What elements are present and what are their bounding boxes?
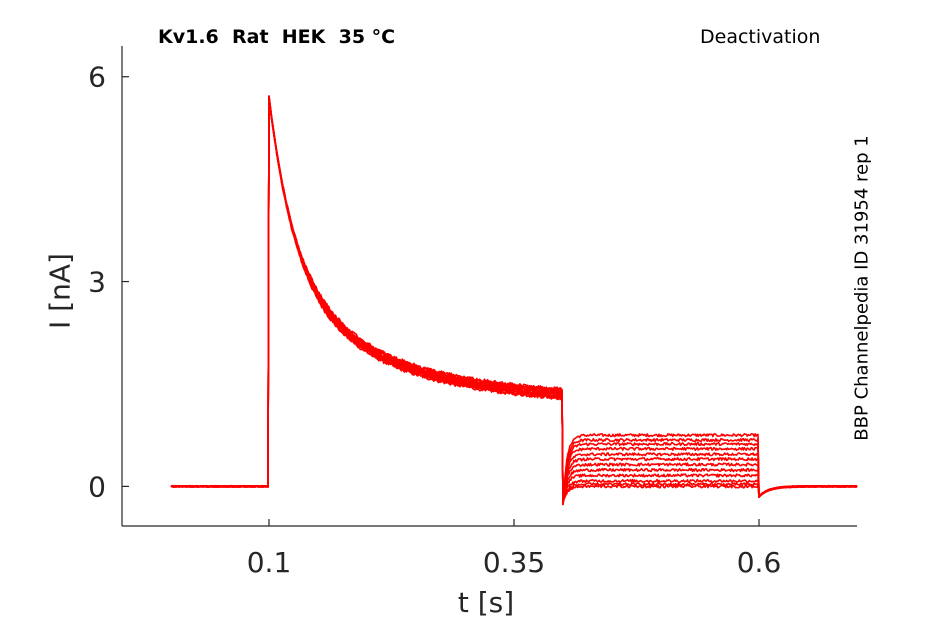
current-trace: [170, 96, 858, 505]
current-trace: [170, 96, 857, 504]
y-tick-label: 3: [88, 266, 106, 299]
current-trace: [170, 95, 858, 505]
y-tick-label: 6: [88, 61, 106, 94]
x-tick-label: 0.1: [247, 546, 292, 579]
current-trace: [170, 95, 858, 504]
axes-group: [121, 46, 857, 527]
current-trace: [170, 97, 858, 505]
x-axis-label: t [s]: [457, 586, 515, 619]
y-axis-label: I [nA]: [43, 253, 77, 329]
current-trace: [170, 97, 858, 504]
current-trace: [170, 97, 858, 504]
source-id-label: BBP Channelpedia ID 31954 rep 1: [851, 135, 873, 441]
chart-title: Kv1.6 Rat HEK 35 °C: [158, 26, 396, 48]
current-trace: [170, 95, 857, 506]
current-trace: [171, 97, 858, 506]
x-tick-label: 0.35: [483, 546, 545, 579]
current-trace: [170, 97, 858, 505]
current-trace: [170, 95, 858, 505]
tick-group: 0.1 0.35 0.6 0 3 6: [88, 61, 781, 579]
protocol-label: Deactivation: [700, 26, 821, 48]
current-trace: [170, 96, 858, 504]
y-tick-label: 0: [88, 470, 106, 503]
x-tick-label: 0.6: [737, 546, 782, 579]
trace-group: [170, 95, 858, 506]
